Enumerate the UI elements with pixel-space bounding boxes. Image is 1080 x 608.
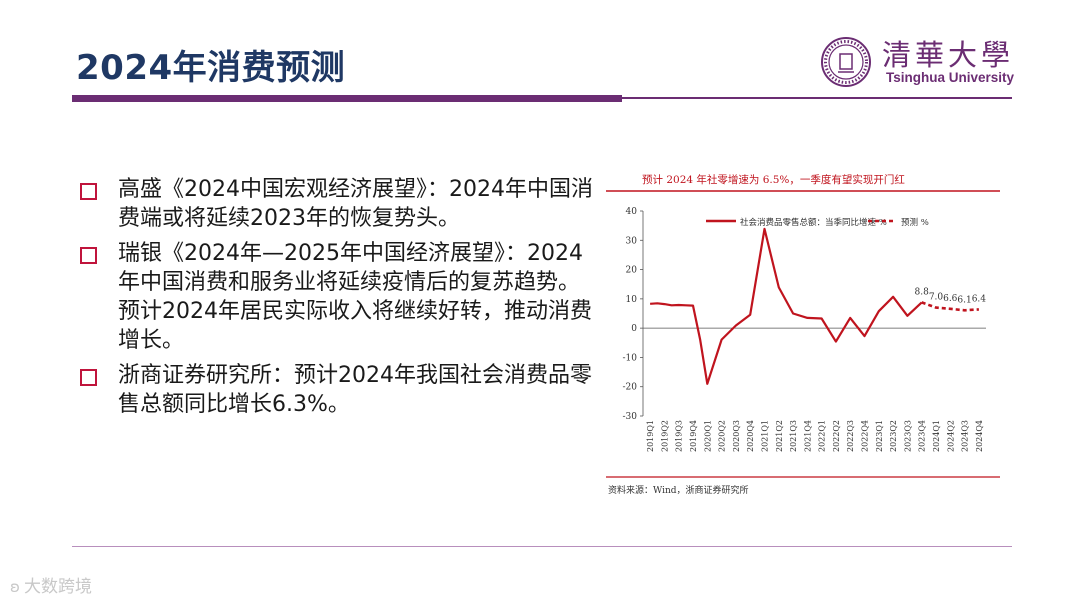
bullet-text: 高盛《2024中国宏观经济展望》：2024年中国消费端或将延续2023年的恢复势… xyxy=(118,177,593,231)
data-label: 7.0 xyxy=(929,293,944,303)
logo-english-text: Tsinghua University xyxy=(886,70,1015,85)
x-tick-label: 2022Q1 xyxy=(818,420,827,452)
data-label: 6.6 xyxy=(943,294,958,304)
title-underline-thick xyxy=(72,95,622,102)
y-tick-label: -10 xyxy=(623,353,638,363)
x-tick-label: 2020Q3 xyxy=(732,420,741,452)
x-tick-label: 2024Q2 xyxy=(946,420,955,452)
x-tick-label: 2019Q2 xyxy=(660,420,669,452)
chart-svg: 预计 2024 年社零增速为 6.5%，一季度有望实现开门红 40 30 20 10 0 -… xyxy=(606,173,1000,496)
tsinghua-logo: 清華大學 Tsinghua University xyxy=(820,32,1020,87)
x-tick-label: 2024Q1 xyxy=(932,420,941,452)
forecast-series-line xyxy=(921,301,979,312)
y-tick-label: 40 xyxy=(626,207,638,217)
x-tick-label: 2021Q2 xyxy=(775,420,784,452)
x-tick-label: 2019Q1 xyxy=(646,420,655,452)
y-tick-label: 10 xyxy=(626,295,638,305)
y-tick-label: 0 xyxy=(631,324,637,334)
x-tick-label: 2020Q2 xyxy=(718,420,727,452)
y-tick-label: -30 xyxy=(623,412,638,422)
logo-chinese-text: 清華大學 xyxy=(882,38,1015,72)
title-underline-thin xyxy=(622,97,1012,99)
watermark-logo-icon: ʚ xyxy=(10,578,20,596)
x-tick-label: 2021Q3 xyxy=(789,420,798,452)
chart-source: 资料来源：Wind，浙商证券研究所 xyxy=(608,484,749,496)
data-label: 6.1 xyxy=(957,295,971,305)
x-tick-label: 2023Q2 xyxy=(889,420,898,452)
bullet-item: 高盛《2024中国宏观经济展望》：2024年中国消费端或将延续2023年的恢复势… xyxy=(80,175,600,233)
data-label: 8.8 xyxy=(915,287,930,297)
x-tick-label: 2024Q4 xyxy=(975,420,984,452)
x-tick-label: 2022Q3 xyxy=(846,420,855,452)
data-label: 6.4 xyxy=(972,294,987,304)
tsinghua-seal-icon xyxy=(821,37,871,87)
square-bullet-icon xyxy=(80,247,97,264)
bullet-text: 浙商证券研究所：预计2024年我国社会消费品零售总额同比增长6.3%。 xyxy=(118,363,592,417)
square-bullet-icon xyxy=(80,369,97,386)
y-tick-label: -20 xyxy=(623,383,638,393)
bullet-list: 高盛《2024中国宏观经济展望》：2024年中国消费端或将延续2023年的恢复势… xyxy=(80,175,600,425)
x-tick-label: 2024Q3 xyxy=(961,420,970,452)
actual-series-line xyxy=(650,227,923,385)
x-tick-label: 2021Q1 xyxy=(760,420,769,452)
x-tick-label: 2019Q3 xyxy=(675,420,684,452)
footer-divider xyxy=(72,546,1012,547)
bullet-text: 瑞银《2024年—2025年中国经济展望》：2024年中国消费和服务业将延续疫情… xyxy=(118,241,592,353)
x-tick-label: 2023Q4 xyxy=(918,420,927,452)
x-tick-label: 2023Q3 xyxy=(903,420,912,452)
bullet-item: 浙商证券研究所：预计2024年我国社会消费品零售总额同比增长6.3%。 xyxy=(80,361,600,419)
slide-title: 2024年消费预测 xyxy=(76,48,346,88)
x-tick-label: 2021Q4 xyxy=(803,420,812,452)
watermark: ʚ 大数跨境 xyxy=(10,572,92,597)
x-tick-label: 2022Q4 xyxy=(861,420,870,452)
x-tick-label: 2020Q4 xyxy=(746,420,755,452)
x-tick-label: 2022Q2 xyxy=(832,420,841,452)
legend-forecast-label: 预测 % xyxy=(901,217,929,228)
chart-title: 预计 2024 年社零增速为 6.5%，一季度有望实现开门红 xyxy=(642,173,905,186)
square-bullet-icon xyxy=(80,183,97,200)
y-tick-label: 20 xyxy=(626,266,638,276)
y-tick-label: 30 xyxy=(626,236,638,246)
x-tick-label: 2023Q1 xyxy=(875,420,884,452)
watermark-text: 大数跨境 xyxy=(23,577,92,597)
bullet-item: 瑞银《2024年—2025年中国经济展望》：2024年中国消费和服务业将延续疫情… xyxy=(80,239,600,355)
x-tick-label: 2019Q4 xyxy=(689,420,698,452)
legend-actual-label: 社会消费品零售总额：当季同比增速 % xyxy=(740,217,887,228)
x-tick-label: 2020Q1 xyxy=(703,420,712,452)
sales-growth-chart: 预计 2024 年社零增速为 6.5%，一季度有望实现开门红 40 30 20 10 0 -… xyxy=(598,165,1008,505)
